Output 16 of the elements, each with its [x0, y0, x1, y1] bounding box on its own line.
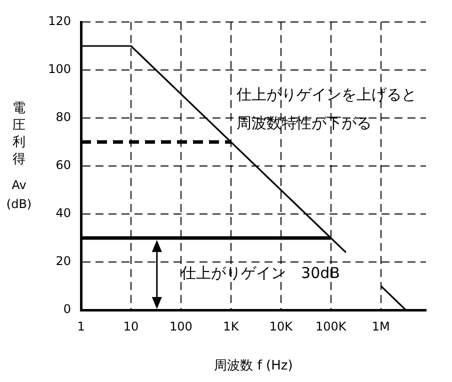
y-tick-label: 40	[56, 206, 71, 220]
x-tick-label: 100K	[315, 319, 348, 334]
y-tick-label: 80	[56, 110, 71, 124]
x-tick-label: 1K	[223, 319, 240, 334]
x-tick-label: 1M	[372, 319, 390, 334]
y-tick-label: 60	[56, 158, 71, 172]
y-axis-title: 電圧利得 Av (dB)	[5, 100, 33, 212]
x-tick-label: 100	[170, 319, 192, 334]
x-tick-label: 10K	[269, 319, 294, 334]
y-tick-label: 100	[48, 62, 71, 76]
y-tick-label: 0	[63, 302, 71, 316]
y-tick-label: 120	[48, 14, 71, 28]
x-tick-label: 10	[123, 319, 139, 334]
y-tick-label: 20	[56, 254, 71, 268]
x-axis-title: 周波数 f (Hz)	[214, 358, 293, 374]
x-tick-label: 1	[77, 319, 85, 334]
